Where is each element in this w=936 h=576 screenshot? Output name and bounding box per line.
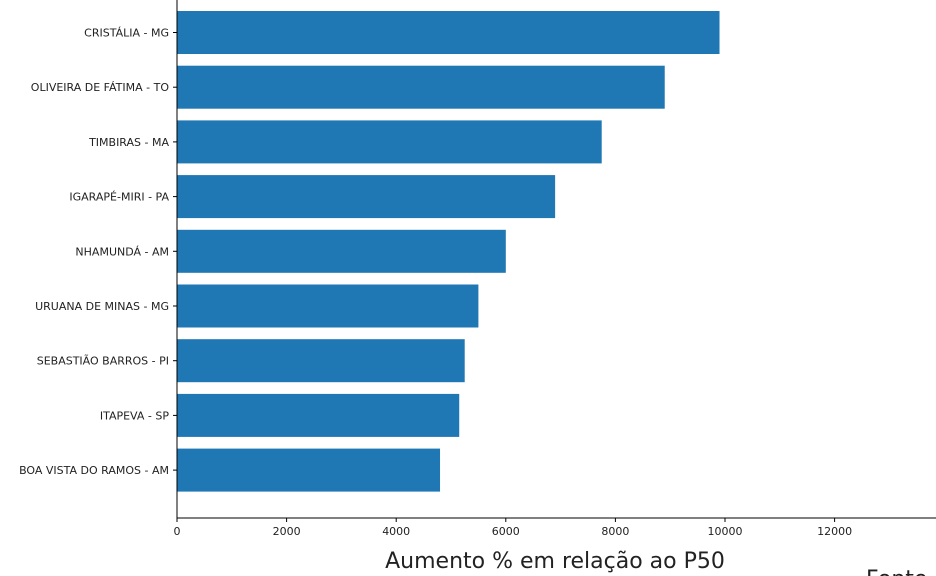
x-axis-label: Aumento % em relação ao P50 [385,549,725,574]
category-label: ITAPEVA - SP [100,409,170,422]
bar [177,229,506,273]
x-tick-label: 4000 [382,525,410,538]
x-tick-label: 0 [174,525,181,538]
bar [177,11,720,54]
category-label: CRISTÁLIA - MG [84,27,169,40]
category-label: SEBASTIÃO BARROS - PI [37,355,169,368]
bar [177,65,665,109]
category-label: OLIVEIRA DE FÁTIMA - TO [31,81,170,94]
x-tick-label: 12000 [817,525,852,538]
category-labels: CRISTÁLIA - MG OLIVEIRA DE FÁTIMA - TO TIM… [19,27,169,478]
y-ticks [173,32,177,471]
category-label: BOA VISTA DO RAMOS - AM [19,464,169,477]
bar [177,175,556,219]
bar [177,120,602,164]
x-tick-label: 2000 [273,525,301,538]
x-tick-label: 6000 [492,525,520,538]
source-note: Fonte [866,567,927,576]
bar [177,339,465,383]
x-tick-label: 8000 [601,525,629,538]
bar [177,393,460,437]
bar [177,284,479,328]
category-label: URUANA DE MINAS - MG [35,300,169,313]
category-label: TIMBIRAS - MA [88,136,169,149]
x-tick-label: 10000 [708,525,743,538]
category-label: IGARAPÉ-MIRI - PA [69,191,169,204]
category-label: NHAMUNDÁ - AM [75,245,169,258]
bar [177,448,441,492]
x-ticks: 0 2000 4000 6000 8000 10000 12000 [174,518,852,538]
bars-group [177,11,720,492]
